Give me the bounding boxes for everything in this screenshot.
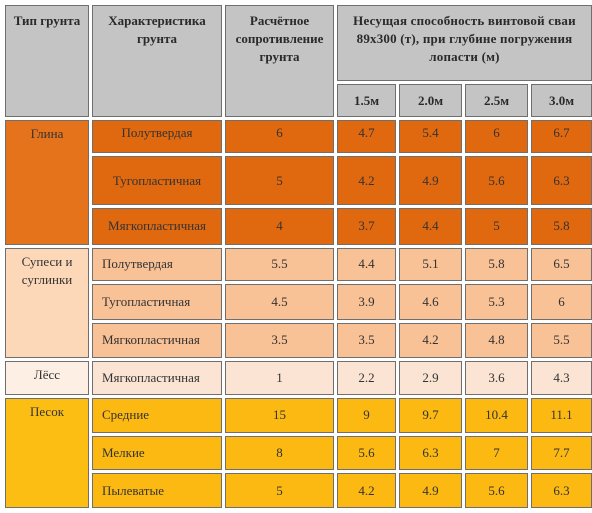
capacity-cell: 6 bbox=[465, 120, 528, 154]
capacity-cell: 6.3 bbox=[531, 473, 592, 508]
capacity-cell: 4.8 bbox=[465, 322, 528, 359]
capacity-cell: 3.9 bbox=[337, 284, 396, 320]
characteristic-cell: Мягкопластичная bbox=[92, 361, 222, 395]
characteristic-cell: Тугопластичная bbox=[92, 156, 222, 206]
capacity-cell: 4.2 bbox=[399, 322, 462, 359]
capacity-cell: 4.4 bbox=[337, 247, 396, 282]
capacity-cell: 6.5 bbox=[531, 247, 592, 282]
header-design-resistance: Расчётное сопротивление грунта bbox=[225, 5, 334, 117]
characteristic-cell: Полутвердая bbox=[92, 247, 222, 282]
resistance-cell: 8 bbox=[225, 435, 334, 471]
header-soil-type: Тип грунта bbox=[5, 5, 89, 117]
table-row: Мелкие 8 5.6 6.3 7 7.7 bbox=[5, 435, 592, 471]
table-row: Глина Полутвердая 6 4.7 5.4 6 6.7 bbox=[5, 120, 592, 245]
header-depth-3: 2.5м bbox=[465, 84, 528, 117]
header-soil-characteristic: Характеристика грунта bbox=[92, 5, 222, 117]
characteristic-cell: Мелкие bbox=[92, 435, 222, 471]
capacity-cell: 2.2 bbox=[337, 361, 396, 395]
resistance-cell: 3.5 bbox=[225, 322, 334, 359]
capacity-cell: 6 bbox=[531, 284, 592, 320]
capacity-cell: 4.9 bbox=[399, 156, 462, 206]
header-depth-2: 2.0м bbox=[399, 84, 462, 117]
capacity-cell: 5.5 bbox=[531, 322, 592, 359]
resistance-cell: 1 bbox=[225, 361, 334, 395]
characteristic-cell: Средние bbox=[92, 397, 222, 433]
capacity-cell: 2.9 bbox=[399, 361, 462, 395]
capacity-cell: 4.2 bbox=[337, 156, 396, 206]
capacity-cell: 7.7 bbox=[531, 435, 592, 471]
header-depth-4: 3.0м bbox=[531, 84, 592, 117]
characteristic-cell: Мягкопластичная bbox=[92, 322, 222, 359]
capacity-cell: 11.1 bbox=[531, 397, 592, 433]
resistance-cell: 15 bbox=[225, 397, 334, 433]
capacity-cell: 5.8 bbox=[465, 247, 528, 282]
table-row: Тугопластичная 5 4.2 4.9 5.6 6.3 bbox=[5, 156, 592, 206]
header-bearing-capacity: Несущая способность винтовой сваи 89х300… bbox=[337, 5, 592, 81]
table-row: Песок Средние 15 9 9.7 10.4 11.1 bbox=[5, 397, 592, 508]
characteristic-cell: Тугопластичная bbox=[92, 284, 222, 320]
resistance-cell: 4.5 bbox=[225, 284, 334, 320]
resistance-cell: 5 bbox=[225, 473, 334, 508]
capacity-cell: 4.2 bbox=[337, 473, 396, 508]
capacity-cell: 5.8 bbox=[531, 208, 592, 245]
table-row: Пылеватые 5 4.2 4.9 5.6 6.3 bbox=[5, 473, 592, 508]
table-row: Супеси и суглинки Полутвердая 5.5 4.4 5.… bbox=[5, 247, 592, 359]
capacity-cell: 6.3 bbox=[399, 435, 462, 471]
capacity-cell: 4.6 bbox=[399, 284, 462, 320]
soil-type-cell: Лёсс bbox=[5, 361, 89, 395]
capacity-cell: 5 bbox=[465, 208, 528, 245]
capacity-cell: 9 bbox=[337, 397, 396, 433]
characteristic-cell: Пылеватые bbox=[92, 473, 222, 508]
table-row: Мягкопластичная 3.5 3.5 4.2 4.8 5.5 bbox=[5, 322, 592, 359]
capacity-cell: 5.3 bbox=[465, 284, 528, 320]
characteristic-cell: Полутвердая bbox=[92, 120, 222, 154]
capacity-cell: 10.4 bbox=[465, 397, 528, 433]
capacity-cell: 6.7 bbox=[531, 120, 592, 154]
resistance-cell: 4 bbox=[225, 208, 334, 245]
capacity-cell: 4.9 bbox=[399, 473, 462, 508]
resistance-cell: 5.5 bbox=[225, 247, 334, 282]
capacity-cell: 4.4 bbox=[399, 208, 462, 245]
capacity-cell: 5.4 bbox=[399, 120, 462, 154]
table-row: Тугопластичная 4.5 3.9 4.6 5.3 6 bbox=[5, 284, 592, 320]
capacity-cell: 9.7 bbox=[399, 397, 462, 433]
soil-type-cell: Супеси и суглинки bbox=[5, 247, 89, 359]
capacity-cell: 6.3 bbox=[531, 156, 592, 206]
capacity-cell: 7 bbox=[465, 435, 528, 471]
capacity-cell: 4.7 bbox=[337, 120, 396, 154]
capacity-cell: 5.6 bbox=[465, 473, 528, 508]
resistance-cell: 6 bbox=[225, 120, 334, 154]
capacity-cell: 5.1 bbox=[399, 247, 462, 282]
table-row: Лёсс Мягкопластичная 1 2.2 2.9 3.6 4.3 bbox=[5, 361, 592, 395]
capacity-cell: 4.3 bbox=[531, 361, 592, 395]
capacity-cell: 5.6 bbox=[465, 156, 528, 206]
capacity-cell: 5.6 bbox=[337, 435, 396, 471]
capacity-cell: 3.7 bbox=[337, 208, 396, 245]
capacity-cell: 3.6 bbox=[465, 361, 528, 395]
resistance-cell: 5 bbox=[225, 156, 334, 206]
soil-type-cell: Глина bbox=[5, 120, 89, 245]
header-depth-1: 1.5м bbox=[337, 84, 396, 117]
characteristic-cell: Мягкопластичная bbox=[92, 208, 222, 245]
table-row: Мягкопластичная 4 3.7 4.4 5 5.8 bbox=[5, 208, 592, 245]
soil-type-cell: Песок bbox=[5, 397, 89, 508]
capacity-cell: 3.5 bbox=[337, 322, 396, 359]
